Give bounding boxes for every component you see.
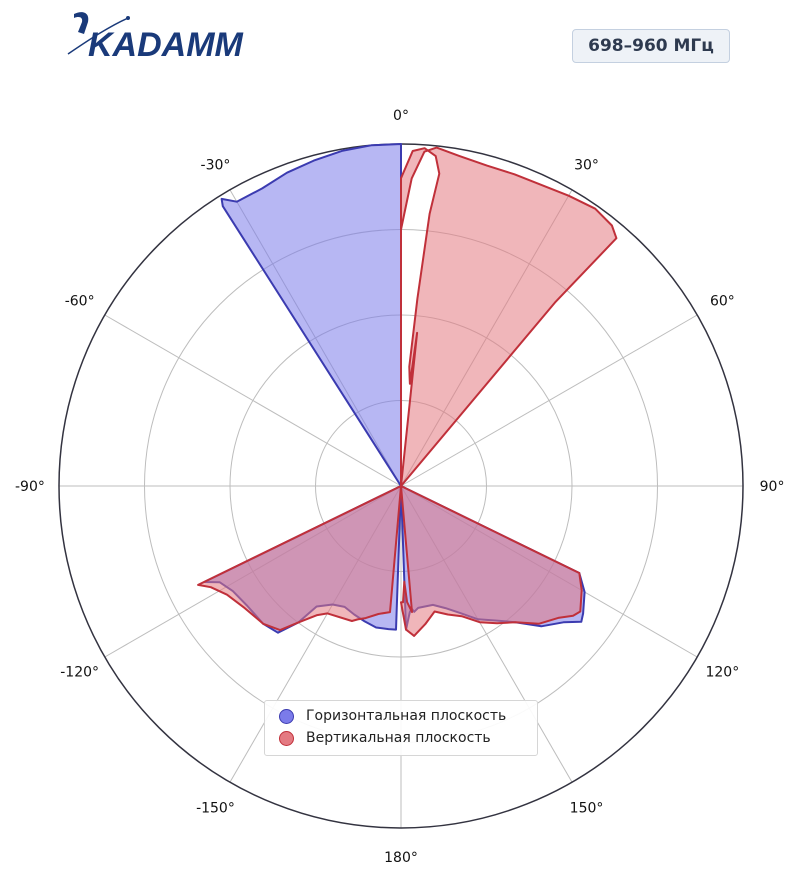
legend-marker-vertical [279, 730, 294, 746]
logo-swoosh [67, 17, 129, 55]
brand-logo: KADAMM [60, 4, 270, 66]
angle-label-0: 0° [393, 108, 409, 124]
angle-label-6: 180° [384, 850, 418, 866]
angle-label-8: -120° [60, 665, 99, 681]
grid-spoke-60 [400, 314, 698, 487]
legend-item-horizontal: Горизонтальная плоскость [279, 705, 537, 727]
grid-spoke-300 [104, 314, 402, 487]
logo-graphic: KADAMM [67, 12, 244, 64]
angle-label-2: 60° [710, 293, 735, 309]
legend-item-vertical: Вертикальная плоскость [279, 727, 537, 749]
series-layer [197, 143, 618, 637]
series-area-1 [197, 146, 618, 637]
logo-dot [126, 16, 130, 20]
frequency-badge: 698–960 МГц [572, 29, 730, 63]
legend: Горизонтальная плоскость Вертикальная пл… [264, 700, 538, 756]
logo-mark [74, 12, 89, 35]
angle-label-7: -150° [196, 800, 235, 816]
legend-label-vertical: Вертикальная плоскость [306, 730, 491, 746]
angle-label-4: 120° [705, 665, 739, 681]
legend-label-horizontal: Горизонтальная плоскость [306, 708, 507, 724]
legend-marker-horizontal [279, 708, 294, 724]
angle-label-5: 150° [570, 800, 604, 816]
angle-label-9: -90° [15, 479, 45, 495]
logo-text: KADAMM [88, 26, 244, 64]
angle-label-1: 30° [574, 158, 599, 174]
angle-labels: 0° 30° 60° 90° 120° 150° 180° -150° -120° -90° -60… [15, 108, 784, 866]
angle-label-10: -60° [65, 293, 95, 309]
angle-label-11: -30° [201, 158, 231, 174]
angle-label-3: 90° [760, 479, 785, 495]
